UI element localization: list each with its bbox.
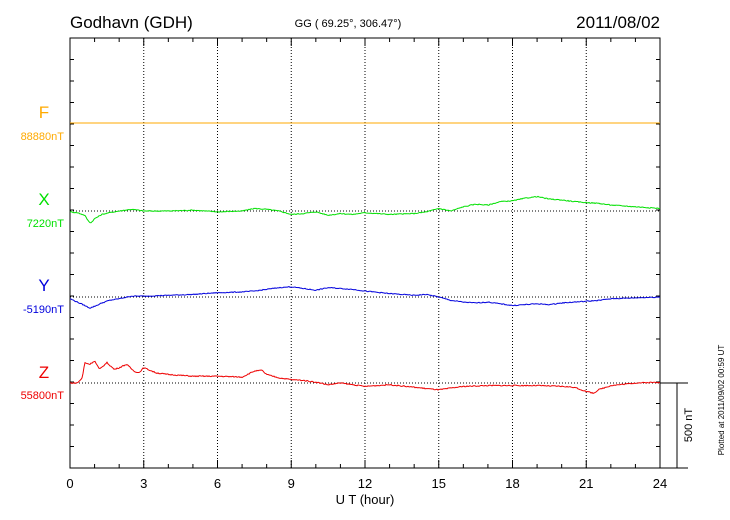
x-tick-label: 24 — [653, 476, 667, 491]
component-label-x: X — [38, 190, 49, 209]
grid-layer — [143, 38, 587, 468]
x-tick-label: 18 — [505, 476, 519, 491]
component-label-z: Z — [39, 363, 49, 382]
x-tick-label: 6 — [214, 476, 221, 491]
x-tick-label: 12 — [358, 476, 372, 491]
x-tick-label: 15 — [432, 476, 446, 491]
component-label-f: F — [39, 103, 49, 122]
date-label: 2011/08/02 — [576, 13, 660, 32]
x-axis-title: U T (hour) — [336, 492, 395, 507]
label-layer: F 88880nT X 7220nT Y -5190nT Z 55800nT — [21, 103, 65, 402]
tick-layer: 0 3 6 9 12 15 18 21 24 — [66, 38, 667, 491]
station-title: Godhavn (GDH) — [70, 13, 193, 32]
coordinates-label: GG ( 69.25°, 306.47°) — [295, 18, 402, 30]
x-tick-label: 9 — [288, 476, 295, 491]
component-label-y: Y — [38, 276, 49, 295]
baseline-value-z: 55800nT — [21, 390, 65, 402]
scale-bar-label: 500 nT — [683, 408, 695, 443]
series-layer — [69, 122, 661, 394]
plotted-timestamp: Plotted at 2011/09/02 00:59 UT — [717, 345, 726, 456]
series-line-z — [69, 360, 660, 394]
baseline-value-f: 88880nT — [21, 131, 65, 143]
series-line-x — [69, 195, 661, 224]
x-tick-label: 21 — [579, 476, 593, 491]
scale-bar: 500 nT — [660, 382, 695, 469]
baseline-value-x: 7220nT — [27, 218, 65, 230]
plot-frame — [69, 37, 661, 469]
x-tick-label: 3 — [140, 476, 147, 491]
series-line-y — [69, 286, 661, 309]
x-tick-label: 0 — [66, 476, 73, 491]
baseline-value-y: -5190nT — [23, 304, 64, 316]
